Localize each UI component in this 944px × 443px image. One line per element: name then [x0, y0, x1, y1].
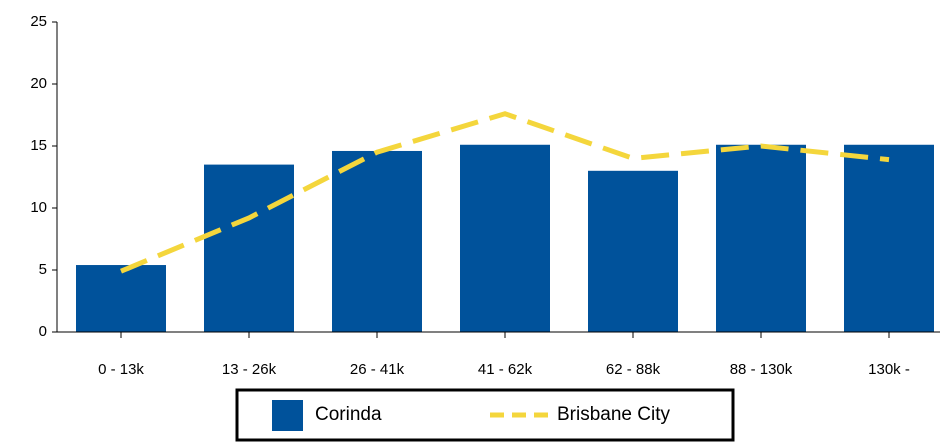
x-tick-label: 26 - 41k: [350, 361, 405, 378]
y-tick-label: 15: [30, 137, 47, 154]
y-tick-label: 0: [39, 323, 47, 340]
legend-label: Corinda: [315, 404, 382, 425]
y-tick-label: 10: [30, 199, 47, 216]
y-tick-label: 25: [30, 13, 47, 30]
bar: [588, 170, 678, 332]
legend-box: [235, 388, 735, 442]
legend-label: Brisbane City: [557, 404, 670, 425]
y-tick-label: 5: [39, 261, 47, 278]
x-tick-label: 0 - 13k: [98, 361, 144, 378]
x-tick-label: 88 - 130k: [730, 361, 793, 378]
bar: [716, 144, 806, 332]
y-tick-label: 20: [30, 75, 47, 92]
x-tick-label: 41 - 62k: [478, 361, 533, 378]
bar: [332, 150, 422, 332]
bar: [844, 144, 934, 332]
x-tick-label: 62 - 88k: [606, 361, 661, 378]
x-tick-label: 13 - 26k: [222, 361, 277, 378]
legend-swatch: [272, 400, 303, 431]
bar: [76, 265, 166, 332]
bar: [460, 144, 550, 332]
line: [120, 111, 890, 274]
bar: [204, 164, 294, 332]
x-tick-label: 130k -: [868, 361, 910, 378]
